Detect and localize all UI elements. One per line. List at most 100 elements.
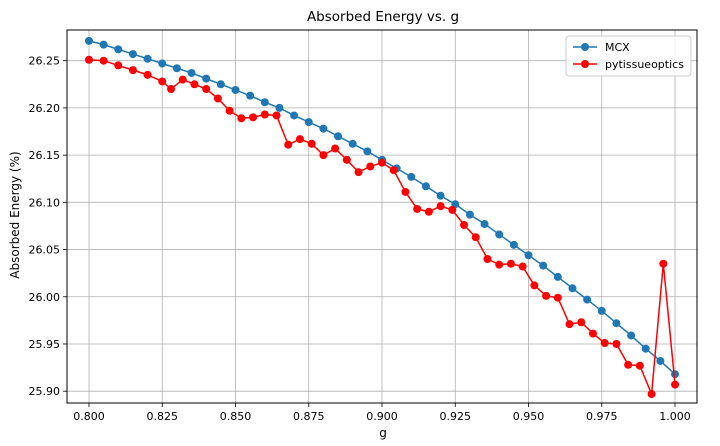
series-pytissueoptics [84,55,680,399]
y-tick-label: 26.15 [29,149,61,162]
legend-label-pytissueoptics: pytissueoptics [605,58,684,71]
y-tick-label: 25.95 [29,338,61,351]
data-point-pytissueoptics [366,162,375,171]
data-point-mcx [246,91,255,100]
legend: MCX pytissueoptics [565,35,692,77]
data-point-pytissueoptics [202,85,211,94]
data-point-pytissueoptics [190,80,199,89]
data-point-pytissueoptics [272,111,281,120]
y-axis-label: Absorbed Energy (%) [8,151,22,278]
data-point-mcx [363,147,372,156]
x-tick-label: 0.900 [366,410,398,423]
axis-layer: 0.800 0.825 0.850 0.875 0.900 0.925 0.950 0.975… [29,55,691,423]
data-point-pytissueoptics [671,380,680,389]
data-point-pytissueoptics [600,339,609,348]
data-point-pytissueoptics [401,187,410,196]
data-point-mcx [216,80,225,89]
data-point-pytissueoptics [460,220,469,229]
data-point-pytissueoptics [114,61,123,70]
data-point-pytissueoptics [178,75,187,84]
data-point-pytissueoptics [307,139,316,148]
data-point-pytissueoptics [542,291,551,300]
x-tick-label: 0.825 [146,410,178,423]
y-tick-label: 26.10 [29,196,61,209]
y-tick-label: 26.00 [29,291,61,304]
data-point-pytissueoptics [518,262,527,271]
data-point-pytissueoptics [612,339,621,348]
y-tick-label: 25.90 [29,385,61,398]
data-point-mcx [465,210,474,219]
data-point-pytissueoptics [99,56,108,65]
data-point-pytissueoptics [506,259,515,268]
data-point-pytissueoptics [413,204,422,213]
chart-title: Absorbed Energy vs. g [307,9,459,25]
legend-label-mcx: MCX [605,41,630,54]
x-tick-label: 0.800 [73,410,105,423]
data-point-pytissueoptics [143,70,152,79]
y-tick-label: 26.20 [29,102,61,115]
data-point-mcx [407,172,416,181]
x-tick-label: 0.850 [220,410,252,423]
data-point-mcx [187,68,196,77]
data-point-mcx [553,272,562,281]
data-point-pytissueoptics [565,320,574,329]
data-point-pytissueoptics [647,390,656,399]
data-point-mcx [319,124,328,133]
x-axis-label: g [379,426,387,440]
data-point-pytissueoptics [436,202,445,211]
data-point-pytissueoptics [284,140,293,149]
data-point-pytissueoptics [295,135,304,144]
data-point-pytissueoptics [213,94,222,103]
data-point-pytissueoptics [167,85,176,94]
data-point-pytissueoptics [471,233,480,242]
data-point-pytissueoptics [260,110,269,119]
grid-lines [67,30,697,403]
data-point-mcx [99,40,108,49]
data-point-mcx [568,284,577,293]
data-point-pytissueoptics [84,55,93,64]
data-point-pytissueoptics [588,329,597,338]
data-point-pytissueoptics [342,155,351,164]
data-point-mcx [158,59,167,68]
data-point-pytissueoptics [331,144,340,153]
y-tick-label: 26.05 [29,244,61,257]
data-point-mcx [436,191,445,200]
data-point-pytissueoptics [158,77,167,86]
data-point-mcx [612,319,621,328]
series-layer [84,36,680,399]
data-point-pytissueoptics [378,158,386,167]
data-point-mcx [202,74,211,83]
data-point-mcx [114,45,123,54]
data-point-pytissueoptics [354,168,363,177]
data-point-mcx [524,251,533,260]
data-point-mcx [260,98,269,107]
legend-box [565,35,692,77]
data-point-pytissueoptics [483,254,492,263]
data-point-mcx [290,111,299,120]
x-tick-label: 0.875 [293,410,325,423]
data-point-mcx [84,36,93,45]
data-point-pytissueoptics [577,318,586,327]
data-point-pytissueoptics [424,207,433,216]
data-point-pytissueoptics [530,281,539,290]
data-point-pytissueoptics [448,205,457,214]
data-point-mcx [509,240,518,249]
x-tick-label: 0.975 [586,410,618,423]
data-point-pytissueoptics [635,361,644,370]
data-point-pytissueoptics [495,260,504,269]
legend-marker-pytissueoptics [581,60,589,68]
legend-marker-mcx [581,43,589,51]
data-point-mcx [671,370,680,379]
data-point-mcx [656,356,665,365]
x-tick-label: 0.925 [440,410,472,423]
data-point-mcx [641,344,650,353]
x-tick-label: 0.950 [513,410,545,423]
data-point-mcx [480,220,489,229]
data-point-pytissueoptics [553,293,562,302]
data-point-mcx [143,54,152,63]
data-point-pytissueoptics [389,166,398,175]
data-point-mcx [539,261,548,270]
data-point-pytissueoptics [624,360,633,369]
